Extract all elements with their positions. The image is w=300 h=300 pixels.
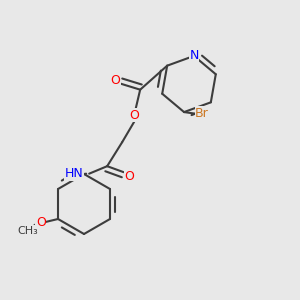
Text: O: O [129, 109, 139, 122]
Text: N: N [189, 50, 199, 62]
Text: Br: Br [195, 107, 209, 120]
Text: O: O [36, 215, 46, 229]
Text: CH₃: CH₃ [17, 226, 38, 236]
Text: O: O [110, 74, 120, 87]
Text: O: O [125, 170, 135, 183]
Text: HN: HN [64, 167, 83, 180]
